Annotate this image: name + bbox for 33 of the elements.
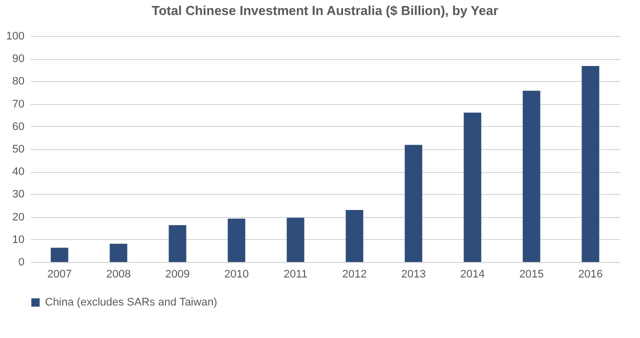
y-tick-label: 10 xyxy=(12,234,24,246)
y-tick-label: 70 xyxy=(12,98,24,110)
bar xyxy=(404,144,422,262)
x-tick-label: 2008 xyxy=(106,268,131,280)
y-tick-label: 100 xyxy=(6,30,24,42)
x-tick-label: 2009 xyxy=(165,268,190,280)
x-tick-label: 2007 xyxy=(47,268,72,280)
x-tick-label: 2016 xyxy=(578,268,603,280)
legend-label: China (excludes SARs and Taiwan) xyxy=(45,296,218,308)
y-tick-label: 90 xyxy=(12,53,24,66)
y-tick-label: 20 xyxy=(12,211,24,224)
bar xyxy=(522,90,540,262)
bar xyxy=(346,210,364,262)
y-tick-label: 0 xyxy=(18,256,24,268)
y-tick-label: 80 xyxy=(12,76,24,88)
x-tick-label: 2011 xyxy=(284,268,308,280)
y-tick-label: 50 xyxy=(12,144,24,156)
x-tick-label: 2014 xyxy=(460,268,485,280)
x-tick-label: 2010 xyxy=(224,268,249,280)
y-tick-label: 30 xyxy=(12,188,24,201)
bar xyxy=(168,225,186,262)
bar xyxy=(228,218,246,262)
bar xyxy=(464,112,482,262)
x-tick-label: 2012 xyxy=(342,268,367,280)
x-tick-label: 2013 xyxy=(401,268,426,280)
x-tick-label: 2015 xyxy=(519,268,544,280)
y-tick-label: 40 xyxy=(12,166,24,178)
bar xyxy=(50,248,68,262)
y-tick-label: 60 xyxy=(12,120,24,133)
bar xyxy=(286,218,304,262)
bar xyxy=(110,244,128,262)
chart-title: Total Chinese Investment In Australia ($ Billion), by Year xyxy=(152,3,498,18)
bar xyxy=(582,66,600,262)
